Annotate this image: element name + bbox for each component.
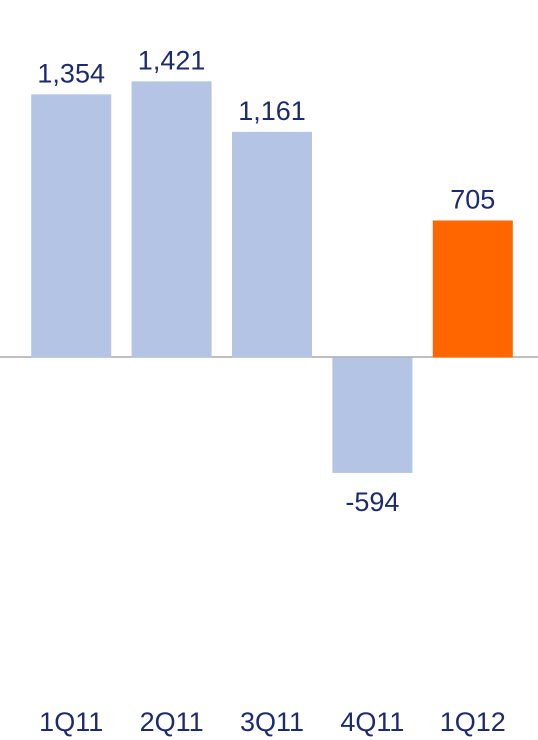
value-label: -594 [345, 487, 399, 517]
value-label: 705 [450, 184, 495, 214]
value-label: 1,421 [138, 45, 206, 75]
x-tick-label: 2Q11 [140, 707, 204, 737]
bar [131, 81, 212, 358]
x-tick-label: 1Q12 [440, 707, 506, 737]
bar [432, 220, 513, 358]
bar [332, 357, 413, 473]
x-tick-label: 1Q11 [39, 707, 103, 737]
x-tick-label: 3Q11 [240, 707, 304, 737]
bar [31, 94, 112, 358]
value-label: 1,161 [238, 96, 306, 126]
bar [232, 131, 312, 358]
value-label: 1,354 [37, 58, 105, 88]
x-tick-label: 4Q11 [340, 707, 404, 737]
